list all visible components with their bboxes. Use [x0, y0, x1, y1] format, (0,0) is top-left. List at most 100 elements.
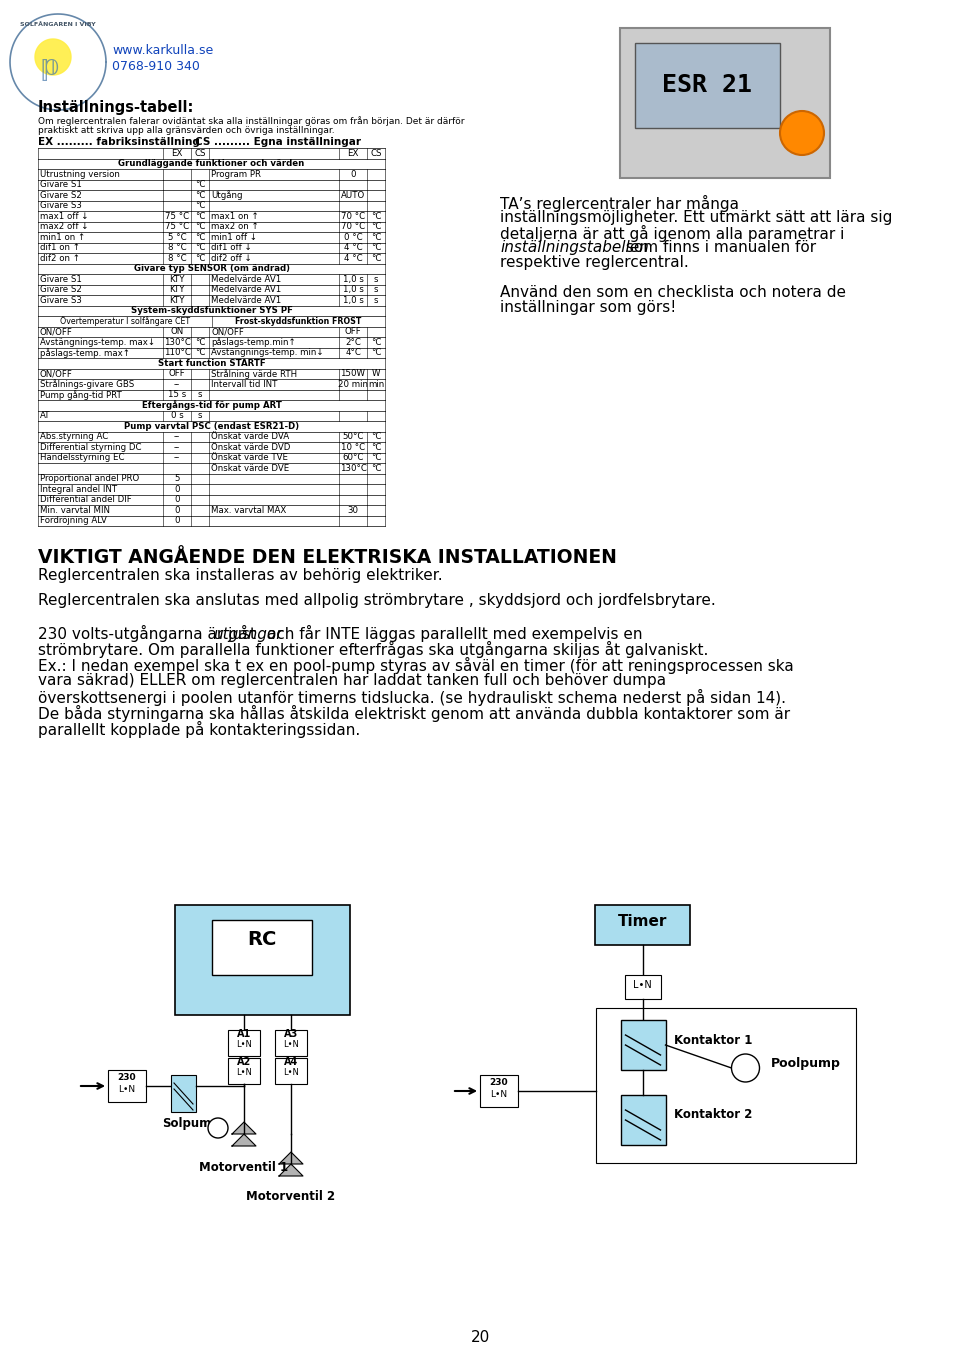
Bar	[175, 904, 350, 1014]
Text: A2: A2	[237, 1057, 252, 1067]
Bar	[228, 1029, 260, 1057]
Text: Utgång: Utgång	[211, 190, 243, 200]
Text: System-skyddsfunktioner SYS PF: System-skyddsfunktioner SYS PF	[131, 307, 293, 315]
Text: min1 on ↑: min1 on ↑	[40, 232, 85, 242]
Text: Medelvärde AV1: Medelvärde AV1	[211, 285, 281, 295]
Text: 0: 0	[350, 170, 356, 179]
Text: 230: 230	[490, 1078, 508, 1086]
Text: °C: °C	[371, 454, 381, 462]
Text: Önskat värde DVD: Önskat värde DVD	[211, 443, 290, 452]
Text: °C: °C	[371, 348, 381, 357]
Text: Min. varvtal MIN: Min. varvtal MIN	[40, 505, 110, 515]
Polygon shape	[232, 1134, 256, 1146]
Text: 130°C: 130°C	[340, 463, 367, 473]
Text: L•N: L•N	[283, 1067, 299, 1077]
Text: °C: °C	[195, 348, 205, 357]
Text: Reglercentralen ska installeras av behörig elektriker.: Reglercentralen ska installeras av behör…	[38, 568, 443, 583]
Bar	[625, 975, 660, 999]
Text: Utrustning version: Utrustning version	[40, 170, 120, 179]
Text: °C: °C	[371, 223, 381, 231]
Text: °C: °C	[371, 338, 381, 346]
Text: CS: CS	[194, 149, 205, 158]
Text: °C: °C	[371, 432, 381, 441]
Text: --: --	[174, 443, 180, 452]
Text: KTY: KTY	[169, 296, 184, 304]
Text: EX: EX	[348, 149, 359, 158]
Text: och får INTE läggas parallellt med exempelvis en: och får INTE läggas parallellt med exemp…	[262, 625, 642, 642]
Text: 1,0 s: 1,0 s	[343, 274, 364, 284]
Text: inställningsmöjligheter. Ett utmärkt sätt att lära sig: inställningsmöjligheter. Ett utmärkt sät…	[500, 210, 893, 225]
Text: 50°C: 50°C	[343, 432, 364, 441]
Text: Givare S2: Givare S2	[40, 285, 82, 295]
Text: Givare typ SENSOR (om ändrad): Givare typ SENSOR (om ändrad)	[133, 265, 290, 273]
Text: Frost-skyddsfunktion FROST: Frost-skyddsfunktion FROST	[235, 316, 361, 326]
Text: Motorventil 1: Motorventil 1	[200, 1161, 289, 1175]
Text: ON/OFF: ON/OFF	[40, 369, 73, 379]
Text: Start function STARTF: Start function STARTF	[157, 359, 265, 368]
Text: Intervall tid INT: Intervall tid INT	[211, 380, 277, 388]
Text: °C: °C	[195, 338, 205, 346]
Text: Om reglercentralen falerar ovidäntat ska alla inställningar göras om från början: Om reglercentralen falerar ovidäntat ska…	[38, 115, 465, 126]
Text: De båda styrningarna ska hållas åtskilda elektriskt genom att använda dubbla kon: De båda styrningarna ska hållas åtskilda…	[38, 705, 790, 722]
Circle shape	[780, 111, 824, 155]
Text: --: --	[174, 380, 180, 388]
Text: 70 °C: 70 °C	[341, 212, 365, 221]
Text: Solpump: Solpump	[162, 1118, 220, 1130]
Text: CS: CS	[371, 149, 382, 158]
Text: 230 volts-utgångarna är just: 230 volts-utgångarna är just	[38, 625, 261, 642]
Text: °C: °C	[195, 232, 205, 242]
Text: påslags-temp.min↑: påslags-temp.min↑	[211, 337, 296, 348]
Text: utgångar: utgångar	[213, 625, 283, 642]
Text: 5 °C: 5 °C	[168, 232, 186, 242]
Text: dif2 off ↓: dif2 off ↓	[211, 254, 252, 262]
Text: Poolpump: Poolpump	[771, 1058, 840, 1070]
Text: dif2 on ↑: dif2 on ↑	[40, 254, 80, 262]
Text: AT: AT	[40, 411, 51, 420]
Text: OFF: OFF	[169, 369, 185, 379]
Text: påslags-temp. max↑: påslags-temp. max↑	[40, 348, 130, 357]
Text: °C: °C	[195, 243, 205, 253]
Bar	[171, 1076, 196, 1112]
Text: EX: EX	[171, 149, 182, 158]
Text: Givare S3: Givare S3	[40, 296, 82, 304]
Text: 15 s: 15 s	[168, 390, 186, 399]
Text: Pump gång-tid PRT: Pump gång-tid PRT	[40, 390, 122, 399]
Text: °C: °C	[371, 443, 381, 452]
Text: dif1 on ↑: dif1 on ↑	[40, 243, 80, 253]
Text: ON: ON	[170, 327, 183, 337]
Text: som finns i manualen för: som finns i manualen för	[621, 240, 816, 255]
Text: TA’s reglercentraler har många: TA’s reglercentraler har många	[500, 196, 739, 212]
Bar	[275, 1058, 307, 1084]
Text: --: --	[174, 454, 180, 462]
Bar	[108, 1070, 146, 1101]
Text: °C: °C	[371, 212, 381, 221]
Text: 1,0 s: 1,0 s	[343, 285, 364, 295]
Text: www.karkulla.se: www.karkulla.se	[112, 43, 213, 57]
Circle shape	[208, 1118, 228, 1138]
Text: 75 °C: 75 °C	[165, 223, 189, 231]
Text: s: s	[373, 296, 378, 304]
Text: ON/OFF: ON/OFF	[211, 327, 244, 337]
Text: AUTO: AUTO	[341, 190, 365, 200]
Text: 1,0 s: 1,0 s	[343, 296, 364, 304]
Text: Abs.styrning AC: Abs.styrning AC	[40, 432, 108, 441]
Text: Differential andel DIF: Differential andel DIF	[40, 496, 132, 504]
Text: 0: 0	[175, 496, 180, 504]
Text: °C: °C	[195, 254, 205, 262]
Text: Proportional andel PRO: Proportional andel PRO	[40, 474, 139, 483]
Text: överskottsenergi i poolen utanför timerns tidslucka. (se hydrauliskt schema nede: överskottsenergi i poolen utanför timern…	[38, 689, 786, 706]
Text: dif1 off ↓: dif1 off ↓	[211, 243, 252, 253]
Text: 0: 0	[175, 505, 180, 515]
Text: Program PR: Program PR	[211, 170, 261, 179]
Text: max2 off ↓: max2 off ↓	[40, 223, 88, 231]
Text: Grundläggande funktioner och värden: Grundläggande funktioner och värden	[118, 159, 304, 168]
Text: s: s	[373, 274, 378, 284]
Text: Kontaktor 1: Kontaktor 1	[674, 1033, 752, 1047]
Text: max2 on ↑: max2 on ↑	[211, 223, 259, 231]
Text: parallellt kopplade på kontakteringssidan.: parallellt kopplade på kontakteringssida…	[38, 721, 360, 737]
Bar	[620, 1095, 665, 1145]
Bar	[595, 904, 690, 945]
Text: Avstängnings-temp. max↓: Avstängnings-temp. max↓	[40, 338, 156, 346]
Text: ESR 21: ESR 21	[662, 73, 752, 96]
Text: 20 min: 20 min	[338, 380, 368, 388]
